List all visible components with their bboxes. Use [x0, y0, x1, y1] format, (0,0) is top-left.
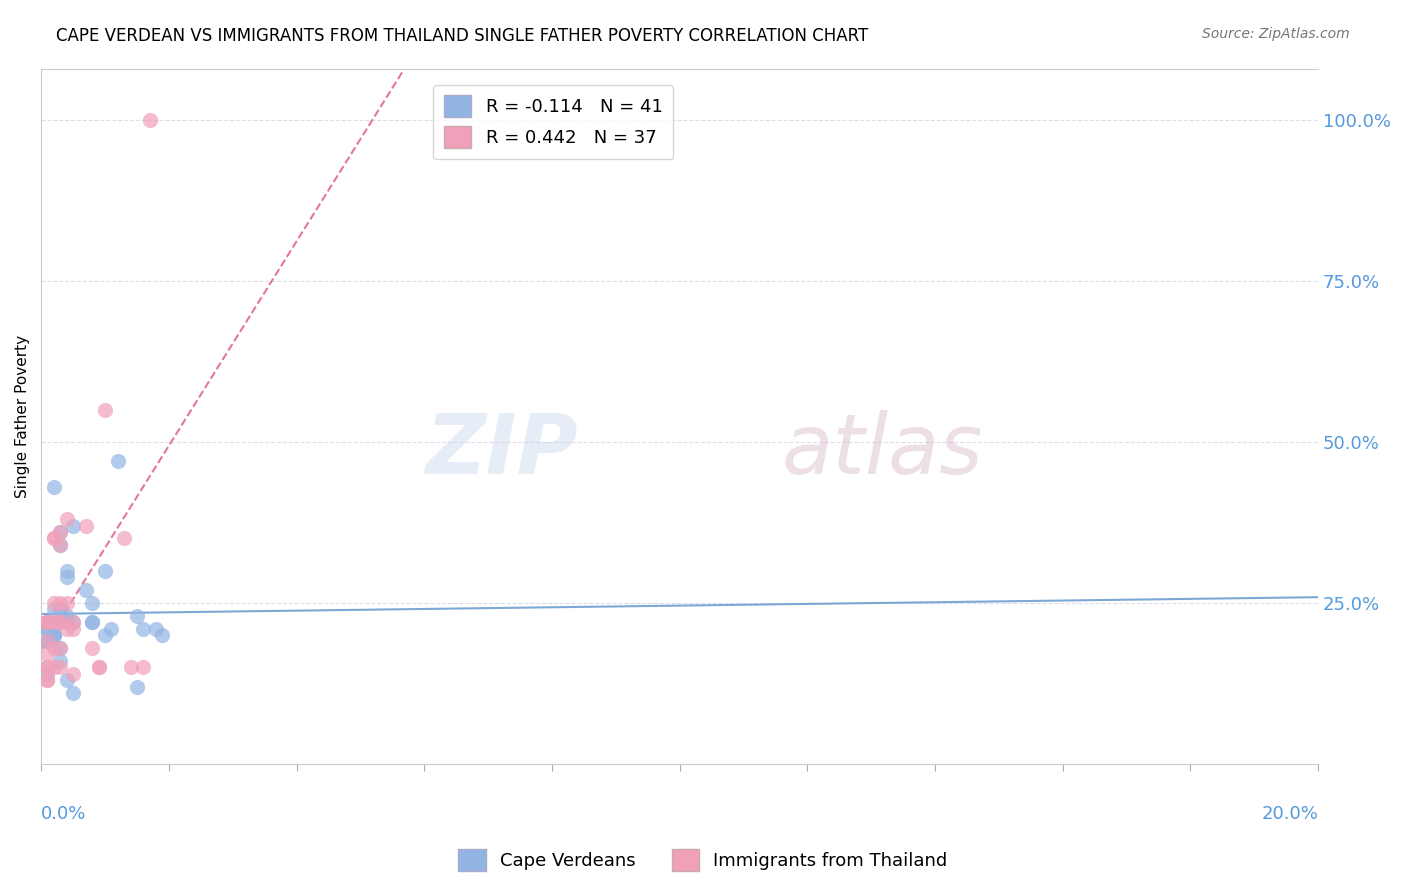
Point [87, 660, 110, 674]
Point [75, 582, 97, 597]
Point [37, 673, 59, 687]
Point [82, 615, 104, 630]
Point [37, 615, 59, 630]
Point [49, 538, 72, 552]
Point [55, 512, 77, 526]
Point [37, 615, 59, 630]
Point [82, 596, 104, 610]
Point [112, 532, 135, 546]
Point [94, 402, 117, 417]
Point [55, 570, 77, 584]
Point [75, 518, 97, 533]
Point [49, 524, 72, 539]
Point [37, 660, 59, 674]
Point [37, 615, 59, 630]
Point [42, 532, 65, 546]
Point [55, 615, 77, 630]
Point [55, 622, 77, 636]
Y-axis label: Single Father Poverty: Single Father Poverty [15, 334, 30, 498]
Point [42, 660, 65, 674]
Point [55, 596, 77, 610]
Point [145, 622, 167, 636]
Point [42, 615, 65, 630]
Text: CAPE VERDEAN VS IMMIGRANTS FROM THAILAND SINGLE FATHER POVERTY CORRELATION CHART: CAPE VERDEAN VS IMMIGRANTS FROM THAILAND… [56, 27, 869, 45]
Point [37, 660, 59, 674]
Point [42, 480, 65, 494]
Point [87, 660, 110, 674]
Text: 0.0%: 0.0% [41, 805, 87, 823]
Point [55, 673, 77, 687]
Point [120, 660, 142, 674]
Point [49, 660, 72, 674]
Point [37, 615, 59, 630]
Point [55, 608, 77, 623]
Point [42, 640, 65, 655]
Text: ZIP: ZIP [425, 410, 578, 491]
Point [62, 686, 84, 700]
Point [49, 654, 72, 668]
Point [42, 602, 65, 616]
Point [37, 666, 59, 681]
Point [49, 538, 72, 552]
Point [82, 615, 104, 630]
Point [49, 640, 72, 655]
Point [49, 615, 72, 630]
Point [37, 634, 59, 648]
Point [132, 660, 155, 674]
Point [55, 564, 77, 578]
Point [37, 634, 59, 648]
Legend: R = -0.114   N = 41, R = 0.442   N = 37: R = -0.114 N = 41, R = 0.442 N = 37 [433, 85, 673, 160]
Point [62, 615, 84, 630]
Point [62, 615, 84, 630]
Point [42, 628, 65, 642]
Point [37, 615, 59, 630]
Point [37, 622, 59, 636]
Point [49, 640, 72, 655]
Point [37, 615, 59, 630]
Point [49, 602, 72, 616]
Point [94, 564, 117, 578]
Point [62, 518, 84, 533]
Text: Source: ZipAtlas.com: Source: ZipAtlas.com [1202, 27, 1350, 41]
Point [42, 628, 65, 642]
Text: 20.0%: 20.0% [1261, 805, 1319, 823]
Legend: Cape Verdeans, Immigrants from Thailand: Cape Verdeans, Immigrants from Thailand [451, 842, 955, 879]
Point [42, 596, 65, 610]
Point [62, 622, 84, 636]
Point [42, 628, 65, 642]
Point [37, 673, 59, 687]
Point [125, 608, 148, 623]
Text: atlas: atlas [782, 410, 983, 491]
Point [37, 615, 59, 630]
Point [132, 622, 155, 636]
Point [82, 640, 104, 655]
Point [49, 615, 72, 630]
Point [37, 648, 59, 662]
Point [94, 628, 117, 642]
Point [49, 615, 72, 630]
Point [152, 628, 174, 642]
Point [37, 634, 59, 648]
Point [49, 524, 72, 539]
Point [49, 596, 72, 610]
Point [37, 622, 59, 636]
Point [107, 454, 129, 468]
Point [62, 666, 84, 681]
Point [100, 622, 122, 636]
Point [138, 113, 160, 128]
Point [125, 680, 148, 694]
Point [42, 532, 65, 546]
